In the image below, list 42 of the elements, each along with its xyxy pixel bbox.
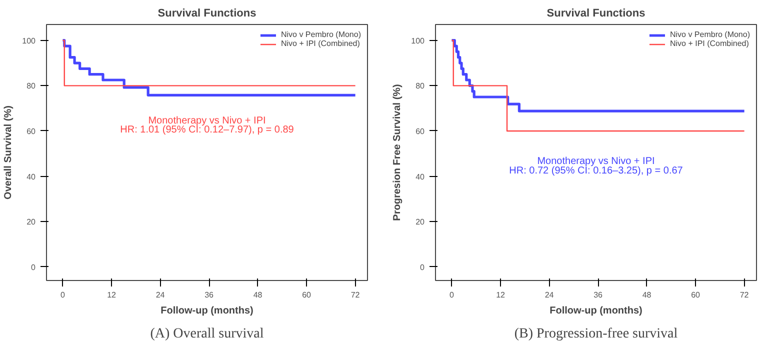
x-tick-label: 24: [156, 290, 166, 300]
x-tick-label: 48: [253, 290, 263, 300]
y-tick-label: 100: [22, 36, 36, 46]
x-axis-title: Follow-up (months): [160, 306, 254, 316]
chart-title: Survival Functions: [546, 8, 646, 20]
x-axis-title: Follow-up (months): [550, 306, 642, 316]
x-tick-label: 12: [107, 290, 117, 300]
text: (B) Progression-free survival: [514, 326, 678, 342]
x-tick-label: 48: [642, 290, 652, 300]
annotation: Monotherapy vs Nivo + IPI: [148, 115, 266, 126]
y-tick-label: 60: [416, 126, 426, 136]
y-axis-title: Progresion Free Survival (%): [392, 84, 404, 221]
annotation: HR: 0.72 (95% CI: 0.16–3.25), p = 0.67: [509, 165, 684, 176]
legend-label: Nivo v Pembro (Mono): [280, 30, 361, 39]
annotation: HR: 1.01 (95% CI: 0.12–7.97), p = 0.89: [120, 124, 294, 136]
legend-label: Nivo + IPI (Combined): [670, 39, 749, 48]
x-tick-label: 36: [594, 290, 604, 300]
y-tick-label: 60: [26, 126, 36, 136]
x-tick-label: 72: [740, 290, 750, 300]
y-tick-label: 100: [411, 36, 426, 46]
x-tick-label: 60: [302, 290, 312, 300]
legend-label: Nivo v Pembro (Mono): [670, 30, 750, 39]
chart-title: Survival Functions: [158, 8, 256, 20]
x-tick-label: 36: [204, 290, 214, 300]
legend-label: Nivo + IPI (Combined): [280, 39, 360, 48]
x-tick-label: 24: [544, 290, 554, 300]
y-tick-label: 40: [416, 172, 426, 182]
y-tick-label: 40: [26, 172, 36, 182]
y-tick-label: 80: [26, 82, 36, 91]
y-tick-label: 0: [31, 262, 36, 272]
x-tick-label: 0: [60, 290, 66, 300]
x-tick-label: 60: [691, 290, 701, 300]
x-tick-label: 0: [450, 290, 455, 300]
y-tick-label: 80: [416, 82, 426, 91]
x-tick-label: 72: [350, 290, 360, 300]
text: (A) Overall survival: [150, 326, 264, 342]
y-axis-title: Overall Survival (%): [3, 106, 14, 200]
y-tick-label: 20: [416, 218, 426, 227]
annotation: Monotherapy vs Nivo + IPI: [537, 156, 655, 168]
y-tick-label: 0: [420, 262, 426, 272]
y-tick-label: 20: [26, 218, 36, 227]
x-tick-label: 12: [496, 290, 506, 300]
